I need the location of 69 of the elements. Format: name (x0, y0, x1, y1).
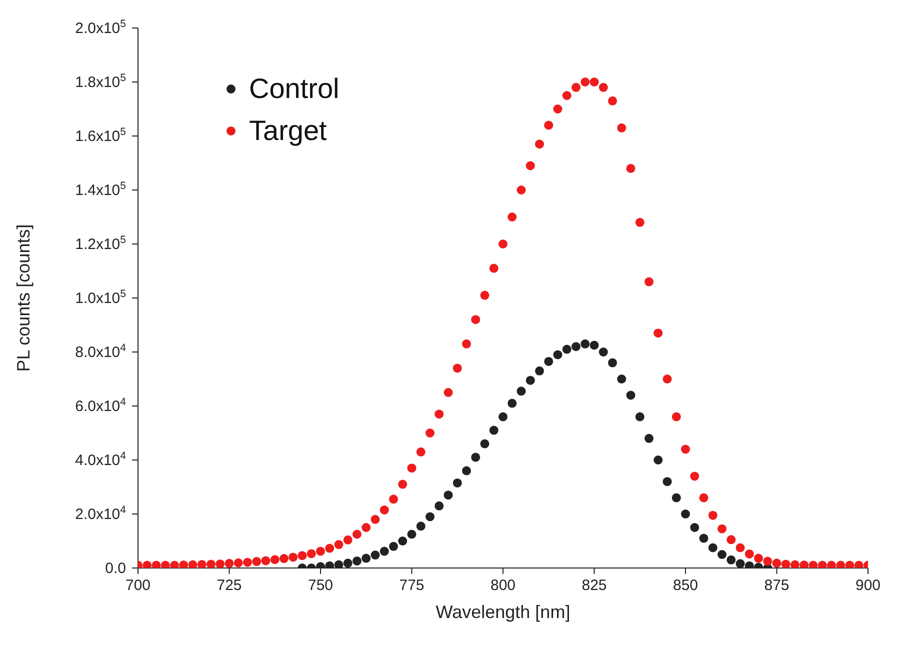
point (480, 439, 490, 448)
point (416, 522, 426, 531)
point (462, 466, 471, 476)
y-tick-label: 4.0x10$^{4}$ (75, 450, 126, 469)
point (726, 555, 736, 564)
point (516, 386, 526, 396)
y-tick-label: 1.2x10$^{5}$ (75, 234, 126, 253)
legend-label: Control (249, 72, 340, 106)
point (553, 350, 562, 360)
legend-label: Target (249, 114, 327, 148)
point (736, 559, 745, 568)
point (398, 536, 408, 546)
point (535, 366, 544, 376)
x-tick-label: 875 (764, 577, 790, 594)
point (352, 556, 362, 566)
point (654, 456, 663, 464)
point (708, 543, 718, 552)
y-tick-label: 2.0x10$^{4}$ (75, 504, 126, 523)
point (562, 344, 572, 354)
point (598, 348, 608, 356)
point (370, 550, 380, 560)
y-tick-label: 1.0x10$^{5}$ (75, 288, 126, 307)
point (580, 339, 590, 348)
point (334, 560, 344, 568)
point (626, 390, 636, 400)
point (681, 510, 690, 518)
x-tick-label: 800 (490, 577, 516, 594)
y-tick-label: 2.0x10$^{5}$ (75, 18, 126, 37)
point (471, 452, 480, 462)
point (444, 490, 453, 500)
y-tick-label: 8.0x10$^{4}$ (75, 342, 126, 361)
point (498, 412, 508, 422)
point (672, 493, 681, 502)
point (608, 358, 617, 368)
x-tick-label: 775 (399, 577, 424, 594)
point (380, 546, 389, 556)
point (389, 542, 398, 551)
y-tick-label: 1.4x10$^{5}$ (75, 180, 126, 199)
point (662, 477, 672, 486)
point (526, 376, 535, 385)
y-tick-label: 1.8x10$^{5}$ (75, 72, 126, 91)
x-axis-title: Wavelength [nm] (436, 602, 570, 622)
x-tick-label: 725 (216, 577, 242, 594)
y-tick-label: 1.6x10$^{5}$ (75, 126, 126, 145)
point (452, 478, 462, 488)
point (644, 434, 654, 443)
point (572, 342, 580, 352)
point (690, 523, 700, 532)
point (544, 356, 554, 366)
y-axis-title: PL counts [counts] (13, 224, 34, 372)
point (718, 550, 726, 559)
point (434, 501, 444, 510)
point (617, 374, 626, 384)
point (343, 558, 352, 568)
y-tick-label: 0.0 (105, 560, 126, 577)
x-tick-label: 700 (125, 577, 151, 594)
point (407, 530, 416, 539)
y-tick-label: 6.0x10$^{4}$ (75, 396, 126, 415)
x-tick-label: 850 (672, 577, 698, 594)
x-tick-label: 825 (582, 577, 607, 594)
point (635, 412, 644, 422)
point (508, 398, 517, 408)
point (699, 534, 708, 543)
point (362, 554, 371, 563)
point (590, 340, 599, 350)
x-tick-label: 750 (308, 577, 334, 594)
point (426, 512, 434, 522)
point (489, 426, 498, 435)
x-tick-label: 900 (855, 577, 881, 594)
